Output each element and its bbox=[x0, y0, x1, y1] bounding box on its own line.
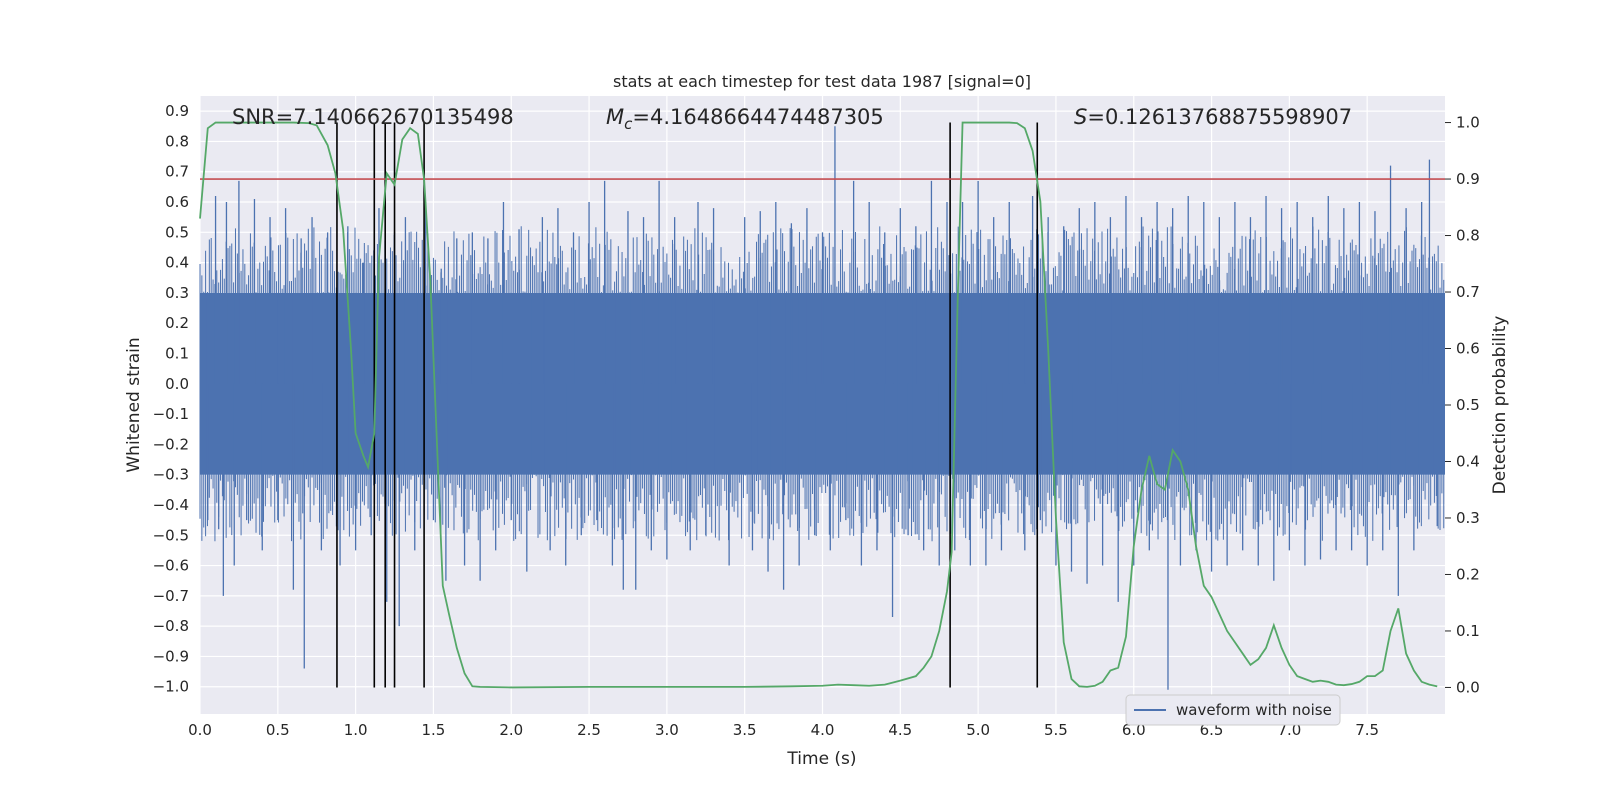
y2-tick-label: 0.1 bbox=[1456, 622, 1480, 640]
legend-box bbox=[1125, 694, 1341, 726]
y2-tick-label: 0.5 bbox=[1456, 396, 1480, 414]
y2-tick-label: 0.6 bbox=[1456, 340, 1480, 358]
y-tick-label: 0.7 bbox=[165, 163, 189, 181]
probability-line bbox=[199, 121, 1438, 689]
x-tick-label: 1.5 bbox=[422, 721, 446, 739]
x-tick-label: 2.0 bbox=[499, 721, 523, 739]
y-tick-label: 0.8 bbox=[165, 132, 189, 150]
y-tick-label: 0.0 bbox=[165, 375, 189, 393]
probability-series bbox=[199, 121, 1438, 689]
x-tick-label: 3.0 bbox=[655, 721, 679, 739]
legend-label: waveform with noise bbox=[1176, 701, 1332, 719]
s-annotation: S=0.12613768875598907 bbox=[1074, 105, 1352, 129]
y-tick-label: −0.1 bbox=[153, 405, 189, 423]
y2-tick-label: 0.7 bbox=[1456, 283, 1480, 301]
y-tick-label: −0.5 bbox=[153, 526, 189, 544]
y2-tick-label: 1.0 bbox=[1456, 114, 1480, 132]
mc-symbol: M bbox=[606, 105, 624, 129]
mc-annotation: Mc=4.1648664474487305 bbox=[606, 105, 884, 133]
y-tick-label: −0.9 bbox=[153, 647, 189, 665]
y-tick-label: −1.0 bbox=[153, 678, 189, 696]
s-value: =0.12613768875598907 bbox=[1087, 105, 1352, 129]
y-tick-label: −0.6 bbox=[153, 557, 189, 575]
y-tick-label: 0.3 bbox=[165, 284, 189, 302]
y2-axis-label: Detection probability bbox=[1490, 316, 1510, 495]
x-tick-label: 5.5 bbox=[1044, 721, 1068, 739]
x-tick-label: 7.5 bbox=[1355, 721, 1379, 739]
y2-tick-label: 0.8 bbox=[1456, 227, 1480, 245]
y-tick-label: −0.8 bbox=[153, 617, 189, 635]
x-ticks: 0.0 0.5 1.0 1.5 2.0 2.5 3.0 3.5 4.0 4.5 5.0 5.5 6.0 6… bbox=[188, 721, 1379, 739]
y-tick-label: −0.7 bbox=[153, 587, 189, 605]
y-axis-label: Whitened strain bbox=[124, 337, 144, 472]
y-tick-label: 0.1 bbox=[165, 345, 189, 363]
y-tick-label: −0.4 bbox=[153, 496, 189, 514]
y2-tick-label: 0.2 bbox=[1456, 565, 1480, 583]
mc-value: =4.1648664474487305 bbox=[632, 105, 883, 129]
x-tick-label: 0.0 bbox=[188, 721, 212, 739]
x-tick-label: 4.0 bbox=[811, 721, 835, 739]
y-tick-label: 0.9 bbox=[165, 102, 189, 120]
y2-ticks: 1.0 0.9 0.8 0.7 0.6 0.5 0.4 0.3 0.2 0.1 0.0 bbox=[1445, 114, 1480, 696]
y-tick-label: 0.5 bbox=[165, 223, 189, 241]
strain-series bbox=[199, 126, 1445, 690]
x-tick-label: 1.0 bbox=[344, 721, 368, 739]
y-tick-label: 0.6 bbox=[165, 193, 189, 211]
snr-annotation: SNR=7.140662670135498 bbox=[232, 105, 514, 129]
mc-subscript: c bbox=[624, 115, 633, 133]
x-tick-label: 4.5 bbox=[888, 721, 912, 739]
y2-tick-label: 0.0 bbox=[1456, 678, 1480, 696]
legend: waveform with noise bbox=[1125, 694, 1341, 726]
y-tick-label: −0.3 bbox=[153, 466, 189, 484]
y2-tick-label: 0.3 bbox=[1456, 509, 1480, 527]
y-ticks: 0.9 0.8 0.7 0.6 0.5 0.4 0.3 0.2 0.1 0.0 −0.1 −0.2 −0… bbox=[153, 102, 189, 696]
y-tick-label: 0.4 bbox=[165, 254, 189, 272]
x-tick-label: 3.5 bbox=[733, 721, 757, 739]
y-tick-label: 0.2 bbox=[165, 314, 189, 332]
chart-title: stats at each timestep for test data 198… bbox=[613, 72, 1031, 91]
x-tick-label: 0.5 bbox=[266, 721, 290, 739]
y-tick-label: −0.2 bbox=[153, 435, 189, 453]
y2-tick-label: 0.4 bbox=[1456, 452, 1480, 470]
x-tick-label: 5.0 bbox=[966, 721, 990, 739]
x-axis-label: Time (s) bbox=[786, 749, 856, 769]
y2-tick-label: 0.9 bbox=[1456, 170, 1480, 188]
x-tick-label: 2.5 bbox=[577, 721, 601, 739]
s-symbol: S bbox=[1074, 105, 1087, 129]
